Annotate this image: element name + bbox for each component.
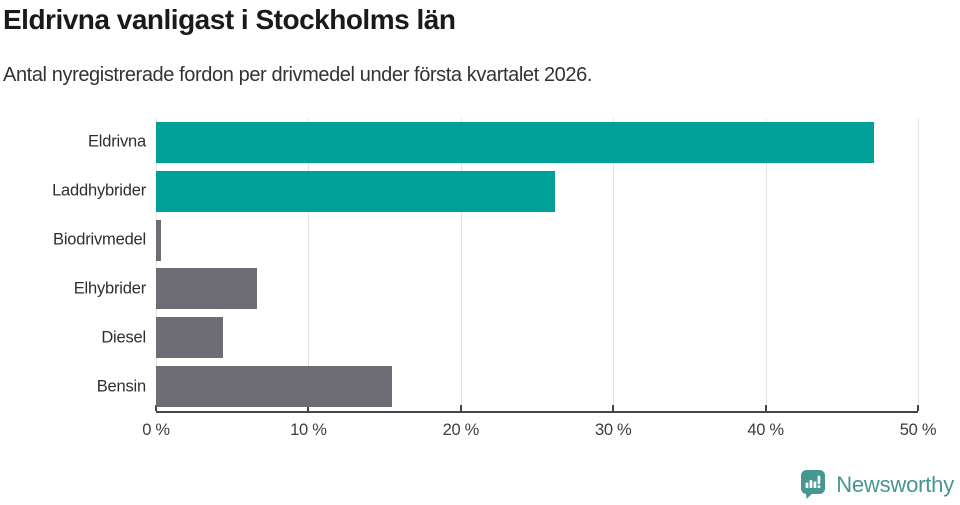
axis-tick xyxy=(764,405,767,411)
bar-bensin xyxy=(156,366,393,408)
gridline xyxy=(765,118,767,411)
axis-tick xyxy=(307,405,310,411)
brand-name: Newsworthy xyxy=(836,471,954,497)
bar-biodrivmedel xyxy=(156,219,161,261)
bar-row: Eldrivna xyxy=(88,118,918,167)
axis-tick-label: 40 % xyxy=(747,421,784,439)
category-label: Biodrivmedel xyxy=(53,230,146,249)
x-axis: 0 % 10 % 20 % 30 % 40 % 50 % xyxy=(142,421,936,443)
category-label: Diesel xyxy=(101,328,146,347)
axis-tick-label: 30 % xyxy=(594,421,632,439)
bar-row: Laddhybrider xyxy=(52,167,918,216)
bar-row: Elhybrider xyxy=(74,264,918,313)
newsworthy-logo[interactable]: Newsworthy xyxy=(800,469,954,500)
gridline xyxy=(308,118,310,411)
bar-diesel xyxy=(156,317,224,359)
axis-tick xyxy=(917,405,919,411)
gridline xyxy=(156,118,157,411)
category-label: Laddhybrider xyxy=(52,181,146,200)
plot-area: Eldrivna Laddhybrider Biodrivmedel Elhybrid… xyxy=(52,118,919,413)
axis-tick xyxy=(155,405,157,411)
axis-tick xyxy=(612,405,615,411)
chart-subtitle: Antal nyregistrerade fordon per drivmede… xyxy=(3,64,593,86)
category-label: Bensin xyxy=(96,377,146,396)
bar-row: Bensin xyxy=(97,362,918,411)
chart-title: Eldrivna vanligast i Stockholms län xyxy=(3,4,456,35)
axis-tick-label: 0 % xyxy=(142,421,170,439)
bar-chart-speech-bubble-icon xyxy=(801,470,826,499)
bar-chart: Eldrivna Laddhybrider Biodrivmedel Elhybrid… xyxy=(0,118,960,448)
gridline xyxy=(613,118,615,411)
axis-tick-label: 20 % xyxy=(442,421,480,439)
bar-eldrivna xyxy=(156,121,874,163)
gridline xyxy=(460,118,462,411)
axis-tick-label: 50 % xyxy=(899,421,937,439)
bar-row: Diesel xyxy=(101,313,918,362)
bar-elhybrider xyxy=(156,268,257,310)
category-label: Eldrivna xyxy=(87,132,146,151)
gridline xyxy=(918,118,919,411)
bar-row: Biodrivmedel xyxy=(53,216,918,265)
category-label: Elhybrider xyxy=(73,279,146,298)
axis-tick-label: 10 % xyxy=(290,421,327,439)
axis-tick xyxy=(459,405,462,411)
bar-laddhybrider xyxy=(156,170,556,212)
